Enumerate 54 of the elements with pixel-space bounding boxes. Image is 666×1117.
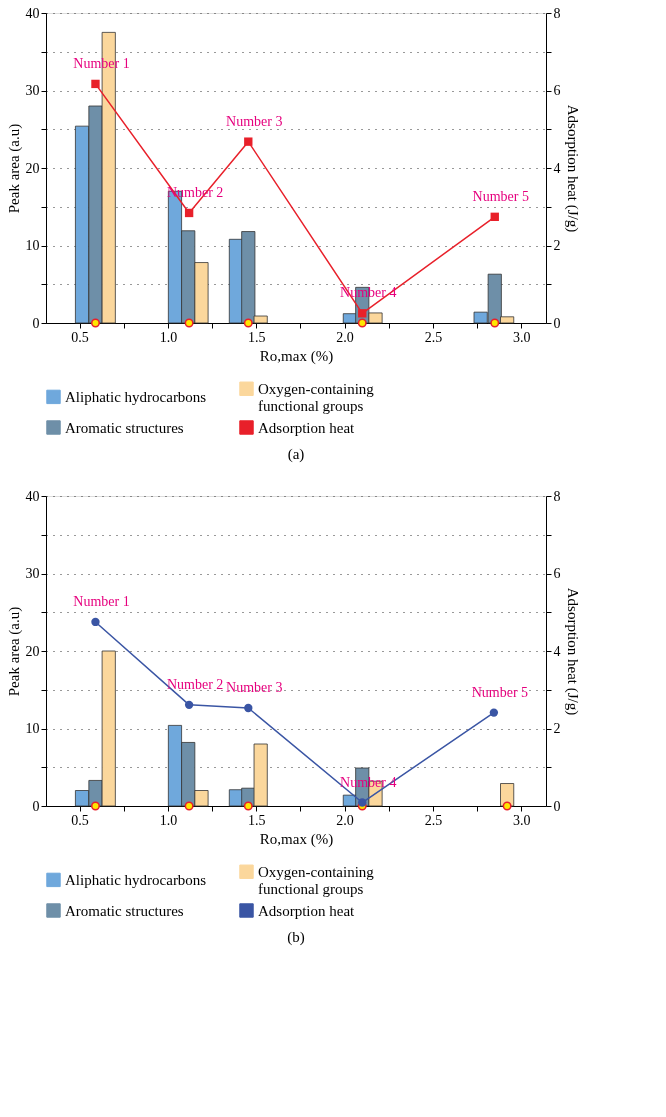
y2-tick-label: 4 bbox=[553, 160, 561, 176]
y-tick-label: 0 bbox=[32, 798, 40, 814]
y-tick-label: 10 bbox=[25, 721, 40, 736]
annotation: Number 5 bbox=[472, 188, 529, 204]
x-tick-label: 2.0 bbox=[336, 812, 354, 828]
y2-tick-label: 2 bbox=[553, 721, 561, 736]
y2-tick-label: 8 bbox=[553, 488, 561, 504]
y-axis-title: Peak area (a.u) bbox=[5, 123, 23, 214]
x-tick-label: 0.5 bbox=[71, 329, 89, 345]
y-axis-title: Peak area (a.u) bbox=[5, 606, 23, 697]
y2-axis-title: Adsorption heat (J/g) bbox=[563, 104, 581, 233]
annotation: Number 1 bbox=[73, 593, 130, 609]
y-tick-label: 30 bbox=[25, 83, 40, 98]
text: (b) bbox=[287, 929, 305, 946]
y-tick-label: 30 bbox=[25, 566, 40, 581]
x-tick-label: 1.5 bbox=[248, 812, 266, 828]
legend-label: Oxygen-containing functional groups bbox=[258, 380, 375, 414]
annotation: Number 3 bbox=[226, 679, 283, 695]
x-axis-title: Ro,max (%) bbox=[259, 830, 334, 848]
annotation: Number 3 bbox=[226, 113, 283, 129]
legend-label: Aromatic structures bbox=[65, 902, 184, 919]
y2-tick-label: 8 bbox=[553, 5, 561, 21]
y2-tick-label: 4 bbox=[553, 643, 561, 659]
y-tick-label: 40 bbox=[25, 488, 40, 504]
x-axis-title: Ro,max (%) bbox=[259, 347, 334, 365]
y2-axis-title: Adsorption heat (J/g) bbox=[563, 587, 581, 716]
text: (a) bbox=[287, 446, 305, 463]
y2-tick-label: 0 bbox=[553, 315, 561, 331]
x-tick-label: 0.5 bbox=[71, 812, 89, 828]
legend-label: Aliphatic hydrocarbons bbox=[65, 871, 207, 888]
legend-label: Oxygen-containing functional groups bbox=[258, 863, 375, 897]
legend-label: Adsorption heat bbox=[258, 419, 356, 436]
y-tick-label: 20 bbox=[25, 160, 40, 176]
legend-label: Adsorption heat bbox=[258, 902, 356, 919]
annotation: Number 2 bbox=[166, 676, 224, 692]
y2-tick-label: 0 bbox=[553, 798, 561, 814]
x-tick-label: 1.5 bbox=[248, 329, 266, 345]
y-tick-label: 20 bbox=[25, 643, 40, 659]
x-tick-label: 2.0 bbox=[336, 329, 354, 345]
y-tick-label: 0 bbox=[32, 315, 40, 331]
y2-tick-label: 2 bbox=[553, 238, 561, 253]
x-tick-label: 2.5 bbox=[424, 812, 443, 828]
x-tick-label: 1.0 bbox=[159, 812, 178, 828]
x-tick-label: 2.5 bbox=[424, 329, 443, 345]
annotation: Number 5 bbox=[471, 684, 529, 700]
x-tick-label: 1.0 bbox=[159, 329, 178, 345]
x-tick-label: 3.0 bbox=[513, 329, 531, 345]
x-tick-label: 3.0 bbox=[513, 812, 531, 828]
y2-tick-label: 6 bbox=[553, 83, 561, 98]
y-tick-label: 10 bbox=[25, 238, 40, 253]
legend-label: Aliphatic hydrocarbons bbox=[65, 388, 207, 405]
y2-tick-label: 6 bbox=[553, 566, 561, 581]
legend-label: Aromatic structures bbox=[65, 419, 184, 436]
y-tick-label: 40 bbox=[25, 5, 40, 21]
